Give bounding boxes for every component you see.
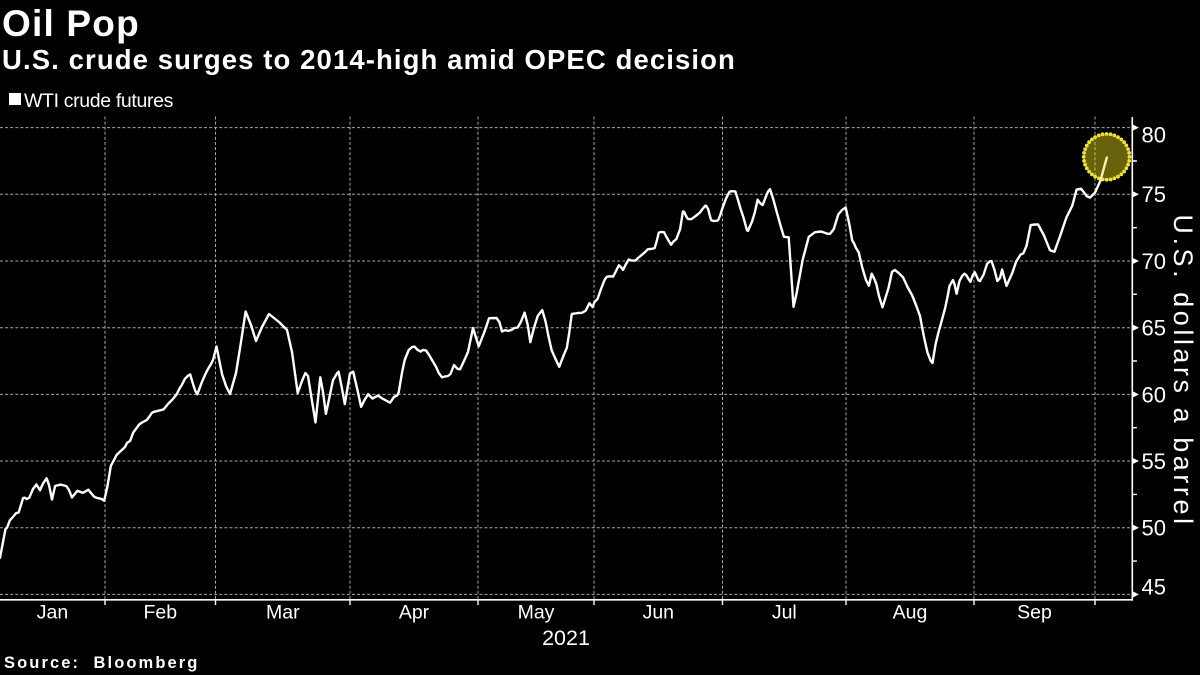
svg-text:Mar: Mar bbox=[266, 602, 300, 624]
svg-text:55: 55 bbox=[1142, 449, 1166, 474]
svg-text:Sep: Sep bbox=[1017, 602, 1052, 624]
svg-text:May: May bbox=[518, 602, 555, 624]
svg-text:45: 45 bbox=[1142, 574, 1166, 599]
svg-text:70: 70 bbox=[1142, 249, 1166, 274]
svg-text:Jul: Jul bbox=[772, 602, 797, 624]
svg-text:Aug: Aug bbox=[893, 602, 928, 624]
svg-text:80: 80 bbox=[1142, 123, 1166, 148]
svg-text:75: 75 bbox=[1142, 182, 1166, 207]
svg-text:Jun: Jun bbox=[643, 602, 674, 624]
svg-text:65: 65 bbox=[1142, 316, 1166, 341]
svg-text:U.S. dollars a barrel: U.S. dollars a barrel bbox=[1168, 214, 1198, 527]
svg-text:50: 50 bbox=[1142, 516, 1166, 541]
svg-text:2021: 2021 bbox=[542, 626, 590, 650]
svg-text:Feb: Feb bbox=[143, 602, 177, 624]
svg-text:Apr: Apr bbox=[399, 602, 430, 624]
svg-text:60: 60 bbox=[1142, 382, 1166, 407]
svg-text:Jan: Jan bbox=[37, 602, 68, 624]
